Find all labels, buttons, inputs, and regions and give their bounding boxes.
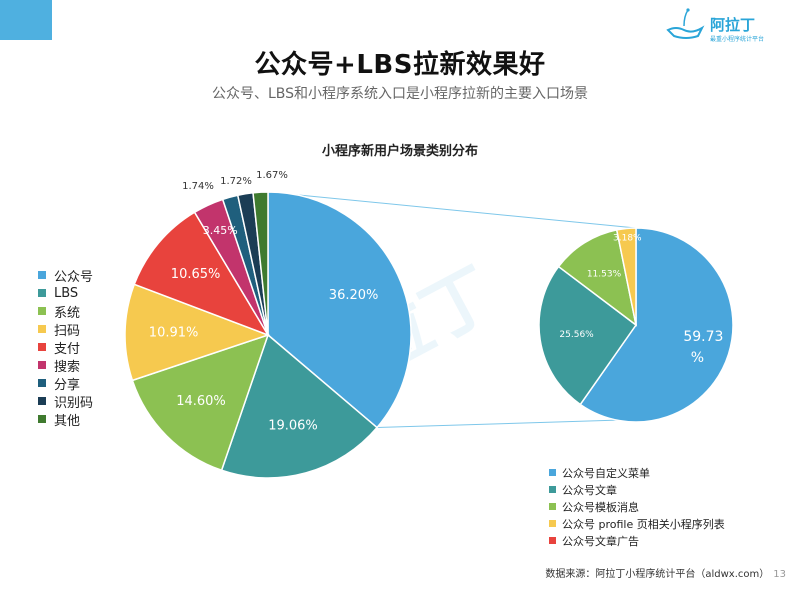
sub-legend-item: 公众号模板消息 — [549, 498, 725, 515]
legend-swatch — [38, 307, 46, 315]
sub-legend-item: 公众号文章广告 — [549, 532, 725, 549]
pie-slice-3 — [124, 283, 271, 382]
sub-legend-item: 公众号文章 — [549, 481, 725, 498]
legend-label: 搜索 — [54, 359, 81, 375]
legend-label: 公众号模板消息 — [562, 500, 639, 514]
data-source: 数据来源：阿拉丁小程序统计平台（aldwx.com） 13 — [545, 565, 786, 580]
pie-data-label: 1.74% — [182, 181, 214, 192]
legend-label: 识别码 — [54, 395, 94, 411]
sub-pie-data-label-unit: % — [691, 350, 704, 366]
legend-label: 分享 — [54, 377, 81, 393]
legend-swatch — [38, 361, 46, 369]
sub-legend-item: 公众号 profile 页相关小程序列表 — [549, 515, 725, 532]
pie-data-label: 19.06% — [268, 419, 318, 434]
legend-swatch — [549, 537, 556, 544]
legend-swatch — [549, 486, 556, 493]
logo-text: 阿拉丁 — [710, 16, 756, 34]
legend-swatch — [38, 379, 46, 387]
chart-title: 小程序新用户场景类别分布 — [321, 144, 478, 159]
source-text: 数据来源：阿拉丁小程序统计平台（aldwx.com） — [545, 569, 770, 580]
sub-pie-data-label: 59.73 — [683, 329, 723, 345]
legend-swatch — [38, 271, 46, 279]
sub-pie-data-label: 3.18% — [613, 234, 642, 244]
sub-pie-slice-2 — [557, 229, 638, 327]
main-legend-item: 识别码 — [38, 392, 94, 411]
pie-data-label: 1.67% — [256, 170, 288, 181]
main-legend-item: 公众号 — [38, 266, 94, 285]
legend-label: 扫码 — [54, 323, 81, 339]
sub-pie-slice-3 — [615, 227, 637, 326]
sub-legend-item: 公众号自定义菜单 — [549, 464, 725, 481]
pie-data-label: 10.65% — [171, 267, 221, 282]
legend-label: 公众号文章 — [562, 483, 617, 497]
main-legend-item: 扫码 — [38, 320, 93, 339]
sub-pie-data-label: 11.53% — [587, 270, 622, 280]
pie-slice-4 — [133, 211, 270, 337]
page-title: 公众号+LBS拉新效果好 — [254, 50, 546, 80]
aladdin-logo: 阿拉丁 最重小程序统计平台 — [662, 6, 772, 46]
page-number: 13 — [773, 569, 786, 580]
legend-swatch — [38, 325, 46, 333]
main-legend-item: 支付 — [38, 338, 93, 357]
sub-pie-slice-1 — [538, 265, 638, 406]
pie-slice-1 — [220, 333, 379, 479]
page-subtitle: 公众号、LBS和小程序系统入口是小程序拉新的主要入口场景 — [211, 86, 589, 102]
pie-data-label: 3.45% — [203, 224, 238, 237]
legend-swatch — [38, 343, 46, 351]
legend-swatch — [549, 503, 556, 510]
pie-data-label: 14.60% — [176, 394, 226, 409]
legend-swatch — [549, 469, 556, 476]
legend-label: 支付 — [54, 341, 81, 357]
sub-pie-slice-0 — [579, 227, 734, 423]
legend-label: 公众号 — [54, 269, 94, 285]
connector-line-bottom — [377, 419, 622, 429]
main-legend-item: 搜索 — [38, 356, 93, 375]
legend-label: 公众号 profile 页相关小程序列表 — [562, 517, 725, 531]
logo-subtitle: 最重小程序统计平台 — [710, 36, 765, 43]
corner-decoration — [0, 0, 52, 40]
legend-label: 公众号自定义菜单 — [562, 466, 650, 480]
sub-pie-data-label: 25.56% — [559, 330, 594, 340]
pie-data-label: 10.91% — [149, 326, 199, 341]
main-legend-item: 系统 — [38, 302, 93, 321]
pie-data-label: 1.72% — [220, 176, 252, 187]
main-legend-item: LBS — [38, 284, 93, 302]
main-legend: 公众号 LBS 系统扫码支付搜索分享识别码其他 — [38, 266, 94, 429]
legend-swatch — [38, 397, 46, 405]
legend-label: 系统 — [54, 305, 81, 321]
lamp-icon — [666, 8, 705, 39]
connector-line-top — [267, 191, 637, 229]
legend-label: 公众号文章广告 — [562, 534, 639, 548]
sub-legend: 公众号自定义菜单 公众号文章公众号模板消息公众号 profile 页相关小程序列表… — [549, 464, 725, 549]
legend-swatch — [549, 520, 556, 527]
legend-swatch — [38, 415, 46, 423]
legend-label: 其他 — [54, 413, 81, 429]
pie-slice-8 — [252, 191, 269, 336]
main-legend-item: 其他 — [38, 410, 93, 429]
legend-swatch — [38, 289, 46, 297]
pie-data-label: 36.20% — [329, 288, 379, 303]
pie-slice-0 — [267, 191, 412, 429]
pie-slice-2 — [131, 333, 270, 472]
main-legend-item: 分享 — [38, 374, 93, 393]
legend-label: LBS — [54, 285, 79, 301]
